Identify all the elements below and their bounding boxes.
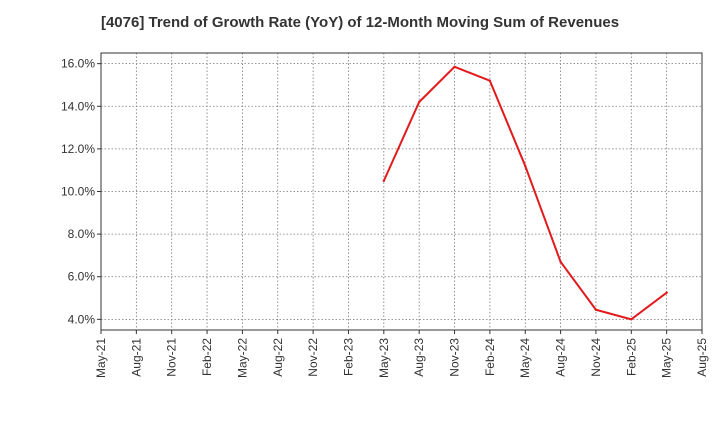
y-tick-label: 16.0% xyxy=(61,57,95,71)
data-point xyxy=(594,308,598,311)
x-tick-label: May-21 xyxy=(94,338,108,378)
y-tick-label: 6.0% xyxy=(68,270,96,284)
plot-area xyxy=(100,52,703,331)
x-tick-label: Aug-21 xyxy=(129,338,143,377)
grid-lines xyxy=(100,53,703,330)
x-tick-label: Feb-24 xyxy=(483,338,497,376)
y-tick-label: 10.0% xyxy=(61,185,95,199)
x-tick-label: Aug-25 xyxy=(695,338,709,377)
data-point xyxy=(524,164,527,168)
y-tick-label: 8.0% xyxy=(68,227,96,241)
x-tick-label: Feb-25 xyxy=(624,338,638,376)
x-tick-label: May-22 xyxy=(235,338,249,378)
x-tick-label: Feb-23 xyxy=(341,338,355,376)
x-tick-label: Aug-24 xyxy=(554,338,568,377)
x-axis: May-21 Aug-21 Nov-21 Feb-22 May-22 Aug-22 Nov-… xyxy=(94,330,709,378)
x-tick-label: Aug-22 xyxy=(271,338,285,377)
x-tick-label: May-23 xyxy=(377,338,391,378)
data-point xyxy=(382,179,386,183)
data-point xyxy=(488,79,492,82)
data-point xyxy=(417,100,421,104)
series-layer xyxy=(382,65,668,321)
x-tick-label: Aug-23 xyxy=(412,338,426,377)
x-tick-label: May-25 xyxy=(660,338,674,378)
data-point xyxy=(453,65,456,69)
x-tick-label: Nov-22 xyxy=(306,338,320,377)
x-tick-label: Nov-23 xyxy=(448,338,462,377)
y-tick-label: 12.0% xyxy=(61,142,95,156)
data-point xyxy=(559,260,562,264)
x-tick-label: May-24 xyxy=(518,338,532,378)
data-point xyxy=(665,291,668,294)
x-tick-label: Nov-21 xyxy=(165,338,179,377)
data-point xyxy=(630,318,633,321)
x-tick-label: Feb-22 xyxy=(200,338,214,376)
y-tick-label: 4.0% xyxy=(68,312,96,326)
x-tick-label: Nov-24 xyxy=(589,338,603,377)
chart-title: [4076] Trend of Growth Rate (YoY) of 12-… xyxy=(100,14,620,31)
y-axis: 4.0% 6.0% 8.0% 10.0% 12.0% 14.0% 16.0% xyxy=(61,57,101,326)
y-tick-label: 14.0% xyxy=(61,99,95,113)
